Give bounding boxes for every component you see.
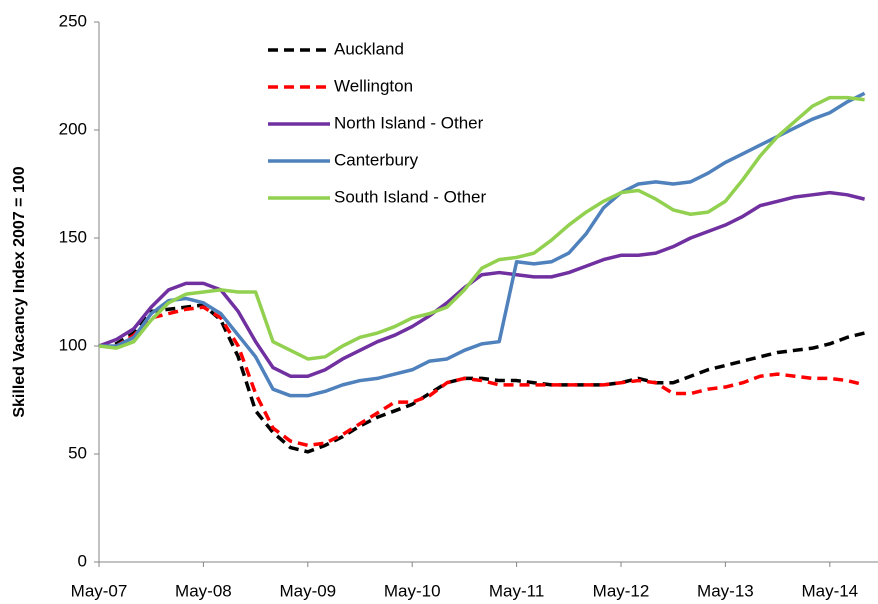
x-tick-label: May-14 xyxy=(801,581,858,600)
y-tick-label: 0 xyxy=(78,551,87,570)
x-tick-label: May-08 xyxy=(175,581,232,600)
legend-label: North Island - Other xyxy=(334,113,484,132)
legend-label: Canterbury xyxy=(334,150,419,169)
legend-label: South Island - Other xyxy=(334,187,486,206)
y-axis-label: Skilled Vacancy Index 2007 = 100 xyxy=(11,166,28,417)
legend-label: Wellington xyxy=(334,76,413,95)
legend-label: Auckland xyxy=(334,39,404,58)
x-tick-label: May-09 xyxy=(279,581,336,600)
x-tick-label: May-13 xyxy=(697,581,754,600)
series-line xyxy=(98,190,866,378)
series-line xyxy=(98,95,865,361)
x-tick-label: May-11 xyxy=(489,581,544,600)
series-line xyxy=(99,305,866,448)
y-tick-label: 150 xyxy=(59,227,87,246)
x-tick-label: May-07 xyxy=(71,581,128,600)
y-tick-label: 50 xyxy=(68,443,87,462)
x-tick-label: May-10 xyxy=(384,581,441,600)
series-line xyxy=(99,91,866,398)
series-line xyxy=(98,303,866,454)
y-tick-label: 250 xyxy=(59,11,87,30)
y-tick-label: 100 xyxy=(59,335,87,354)
x-tick-label: May-12 xyxy=(593,581,650,600)
y-tick-label: 200 xyxy=(59,119,87,138)
